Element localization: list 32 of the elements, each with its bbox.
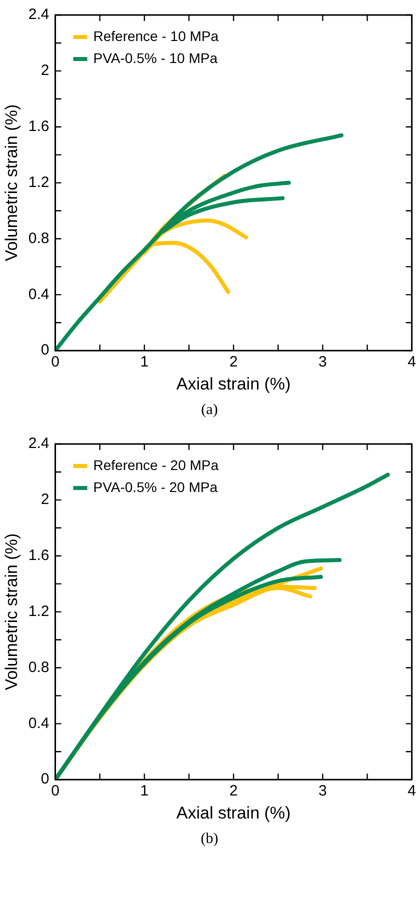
y-tick-label: 0.8 bbox=[28, 658, 50, 676]
text: (a) bbox=[200, 401, 219, 420]
legend-label: PVA-0.5% - 10 MPa bbox=[93, 50, 218, 66]
x-tick-label: 4 bbox=[408, 354, 416, 371]
y-tick-label: 2 bbox=[40, 62, 50, 80]
y-tick-label: 1.2 bbox=[28, 602, 50, 620]
y-tick-label: 2.4 bbox=[28, 435, 50, 452]
x-tick-label: 3 bbox=[318, 354, 327, 371]
y-tick-label: 2.4 bbox=[28, 6, 50, 24]
y-tick-label: 0.8 bbox=[28, 230, 50, 247]
y-tick-label: 0.4 bbox=[28, 286, 50, 303]
x-tick-label: 1 bbox=[140, 782, 149, 800]
y-tick-label: 0 bbox=[40, 342, 50, 359]
y-tick-label: 0 bbox=[40, 770, 50, 788]
x-tick-label: 3 bbox=[318, 782, 327, 800]
legend-label: PVA-0.5% - 20 MPa bbox=[93, 478, 218, 495]
y-tick-label: 2 bbox=[40, 491, 50, 508]
y-axis-title: Volumetric strain (%) bbox=[2, 533, 21, 690]
text: (b) bbox=[200, 830, 220, 849]
y-tick-label: 1.2 bbox=[28, 174, 50, 191]
y-tick-label: 1.6 bbox=[28, 118, 50, 136]
x-tick-label: 2 bbox=[229, 782, 238, 800]
y-tick-label: 0.4 bbox=[28, 714, 50, 732]
x-tick-label: 2 bbox=[229, 354, 238, 371]
x-tick-label: 1 bbox=[140, 354, 149, 371]
legend-label: Reference - 20 MPa bbox=[93, 456, 219, 473]
x-axis-title: Axial strain (%) bbox=[176, 374, 291, 394]
x-tick-label: 4 bbox=[408, 782, 416, 800]
y-tick-label: 1.6 bbox=[28, 547, 50, 564]
legend-label: Reference - 10 MPa bbox=[93, 28, 219, 44]
y-axis-title: Volumetric strain (%) bbox=[2, 104, 21, 262]
x-axis-title: Axial strain (%) bbox=[176, 803, 291, 822]
